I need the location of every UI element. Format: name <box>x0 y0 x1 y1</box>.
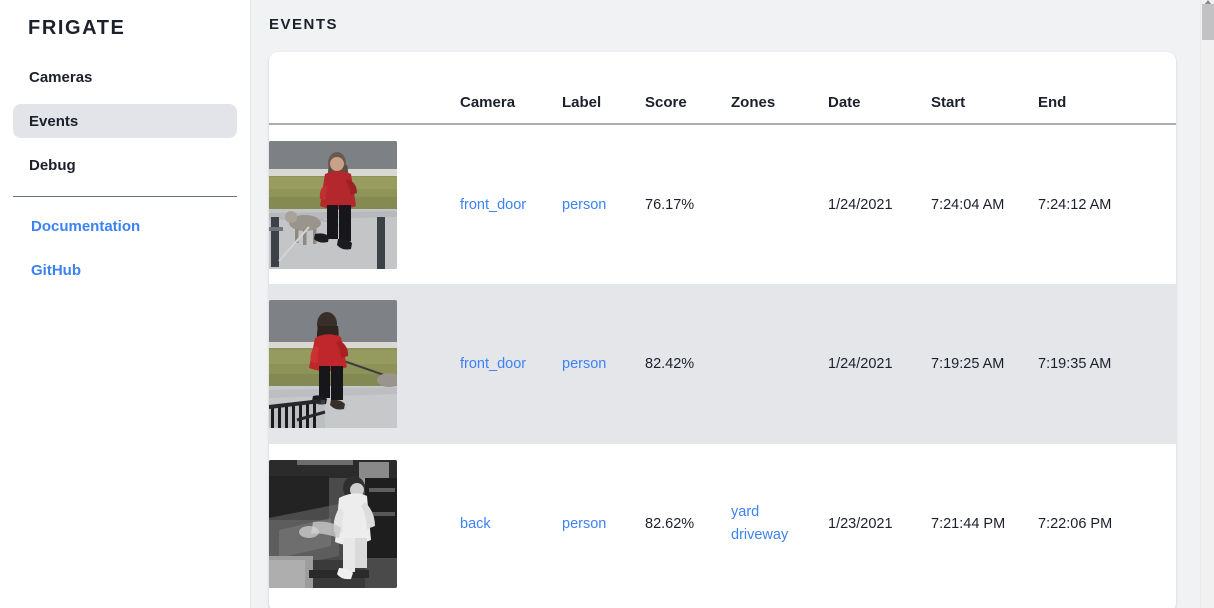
score-value: 76.17% <box>645 196 695 213</box>
cell-date: 1/24/2021 <box>828 284 931 444</box>
cell-score: 82.42% <box>645 284 731 444</box>
date-value: 1/24/2021 <box>828 196 893 213</box>
cell-camera: back <box>460 444 562 604</box>
column-header-thumbnail <box>269 52 460 125</box>
column-header-zones: Zones <box>731 52 828 125</box>
sidebar-divider <box>13 196 237 197</box>
sidebar-nav: Cameras Events Debug <box>0 60 250 182</box>
cell-label: person <box>562 124 645 284</box>
event-thumbnail-link[interactable] <box>269 140 397 269</box>
date-value: 1/23/2021 <box>828 516 893 532</box>
sidebar-item-label: Debug <box>29 156 76 174</box>
event-thumbnail-image <box>269 460 397 588</box>
cell-zones: yard driveway <box>731 444 828 604</box>
end-value: 7:22:06 PM <box>1038 516 1113 532</box>
cell-zones <box>731 124 828 284</box>
events-card: Camera Label Score Zones Date Start End <box>269 52 1176 608</box>
sidebar-link-github[interactable]: GitHub <box>13 253 237 287</box>
score-value: 82.42% <box>645 356 695 372</box>
sidebar-item-cameras[interactable]: Cameras <box>13 60 237 94</box>
table-row[interactable]: back person 82.62% yard driveway <box>269 444 1176 604</box>
page-title: EVENTS <box>269 16 339 33</box>
event-thumbnail-image <box>269 300 397 428</box>
sidebar-link-label: GitHub <box>31 261 81 279</box>
cell-thumbnail <box>269 444 460 604</box>
cell-score: 76.17% <box>645 124 731 284</box>
sidebar-item-label: Cameras <box>29 68 93 86</box>
cell-label: person <box>562 444 645 604</box>
event-thumbnail-image <box>269 140 397 269</box>
cell-thumbnail <box>269 284 460 444</box>
cell-thumbnail <box>269 124 460 284</box>
cell-date: 1/23/2021 <box>828 444 931 604</box>
end-value: 7:19:35 AM <box>1038 356 1112 372</box>
start-value: 7:21:44 PM <box>931 516 1006 532</box>
sidebar-item-events[interactable]: Events <box>13 104 237 138</box>
column-header-date: Date <box>828 52 931 125</box>
end-value: 7:24:12 AM <box>1038 196 1112 213</box>
cell-end: 7:22:06 PM <box>1038 444 1176 604</box>
start-value: 7:24:04 AM <box>931 196 1005 213</box>
camera-link[interactable]: front_door <box>460 196 527 213</box>
zones-list: yard driveway <box>731 501 828 547</box>
score-value: 82.62% <box>645 516 695 532</box>
start-value: 7:19:25 AM <box>931 356 1005 372</box>
sidebar-link-label: Documentation <box>31 217 141 235</box>
zone-link[interactable]: yard <box>731 504 760 521</box>
sidebar-item-label: Events <box>29 112 79 130</box>
app-brand-title: FRIGATE <box>28 17 126 39</box>
cell-camera: front_door <box>460 284 562 444</box>
table-header-row: Camera Label Score Zones Date Start End <box>269 52 1176 125</box>
cell-camera: front_door <box>460 124 562 284</box>
sidebar-link-documentation[interactable]: Documentation <box>13 209 237 243</box>
events-table-head: Camera Label Score Zones Date Start End <box>269 52 1176 125</box>
camera-link[interactable]: back <box>460 516 491 532</box>
label-link[interactable]: person <box>562 516 607 532</box>
events-table-body: front_door person 76.17% 1/24/2021 <box>269 124 1176 604</box>
label-link[interactable]: person <box>562 196 607 213</box>
events-table: Camera Label Score Zones Date Start End <box>269 52 1176 604</box>
vertical-scrollbar-track[interactable] <box>1200 0 1214 608</box>
vertical-scrollbar-thumb[interactable] <box>1202 4 1214 40</box>
event-thumbnail-link[interactable] <box>269 460 397 588</box>
cell-date: 1/24/2021 <box>828 124 931 284</box>
label-link[interactable]: person <box>562 356 607 372</box>
cell-end: 7:19:35 AM <box>1038 284 1176 444</box>
date-value: 1/24/2021 <box>828 356 893 372</box>
cell-start: 7:24:04 AM <box>931 124 1038 284</box>
cell-zones <box>731 284 828 444</box>
column-header-end: End <box>1038 52 1176 125</box>
cell-score: 82.62% <box>645 444 731 604</box>
column-header-start: Start <box>931 52 1038 125</box>
cell-start: 7:19:25 AM <box>931 284 1038 444</box>
sidebar: FRIGATE Cameras Events Debug Documentati… <box>0 0 251 608</box>
column-header-label: Label <box>562 52 645 125</box>
cell-end: 7:24:12 AM <box>1038 124 1176 284</box>
main-content: EVENTS Camera Label Score Zones Date Sta… <box>251 0 1214 608</box>
event-thumbnail-link[interactable] <box>269 300 397 428</box>
column-header-score: Score <box>645 52 731 125</box>
table-row[interactable]: front_door person 76.17% 1/24/2021 <box>269 124 1176 284</box>
cell-label: person <box>562 284 645 444</box>
cell-start: 7:21:44 PM <box>931 444 1038 604</box>
column-header-camera: Camera <box>460 52 562 125</box>
scroll-up-arrow-icon[interactable] <box>1204 0 1212 5</box>
sidebar-item-debug[interactable]: Debug <box>13 148 237 182</box>
camera-link[interactable]: front_door <box>460 356 527 372</box>
zone-link[interactable]: driveway <box>731 527 789 543</box>
table-row[interactable]: front_door person 82.42% 1/24/2021 <box>269 284 1176 444</box>
